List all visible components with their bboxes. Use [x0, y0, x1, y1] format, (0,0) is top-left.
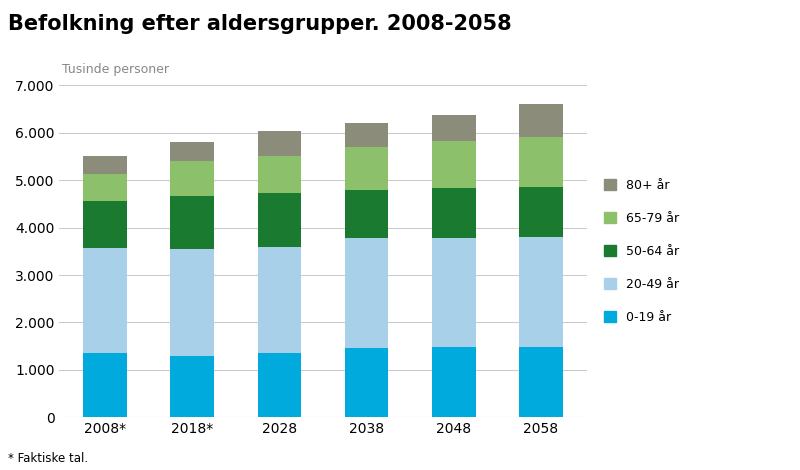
Bar — [432, 188, 475, 238]
Bar — [519, 187, 562, 236]
Bar — [170, 249, 214, 356]
Bar — [258, 193, 302, 247]
Bar — [83, 174, 127, 201]
Bar — [519, 104, 562, 137]
Bar — [83, 353, 127, 417]
Legend: 80+ år, 65-79 år, 50-64 år, 20-49 år, 0-19 år: 80+ år, 65-79 år, 50-64 år, 20-49 år, 0-… — [603, 179, 679, 324]
Bar — [258, 131, 302, 156]
Text: Befolkning efter aldersgrupper. 2008-2058: Befolkning efter aldersgrupper. 2008-205… — [8, 14, 512, 34]
Bar — [258, 247, 302, 353]
Bar — [432, 238, 475, 347]
Bar — [519, 347, 562, 417]
Bar — [170, 356, 214, 417]
Bar — [432, 115, 475, 141]
Bar — [170, 161, 214, 196]
Bar — [519, 236, 562, 347]
Bar — [83, 249, 127, 353]
Bar — [432, 347, 475, 417]
Bar — [258, 353, 302, 417]
Bar — [432, 141, 475, 188]
Bar — [345, 238, 389, 348]
Text: * Faktiske tal.: * Faktiske tal. — [8, 452, 88, 465]
Bar — [345, 123, 389, 148]
Bar — [519, 137, 562, 187]
Bar — [83, 201, 127, 249]
Bar — [345, 190, 389, 238]
Bar — [345, 148, 389, 190]
Bar — [170, 196, 214, 249]
Bar — [83, 156, 127, 174]
Bar — [345, 348, 389, 417]
Bar — [258, 156, 302, 193]
Text: Tusinde personer: Tusinde personer — [62, 63, 169, 76]
Bar — [170, 142, 214, 161]
